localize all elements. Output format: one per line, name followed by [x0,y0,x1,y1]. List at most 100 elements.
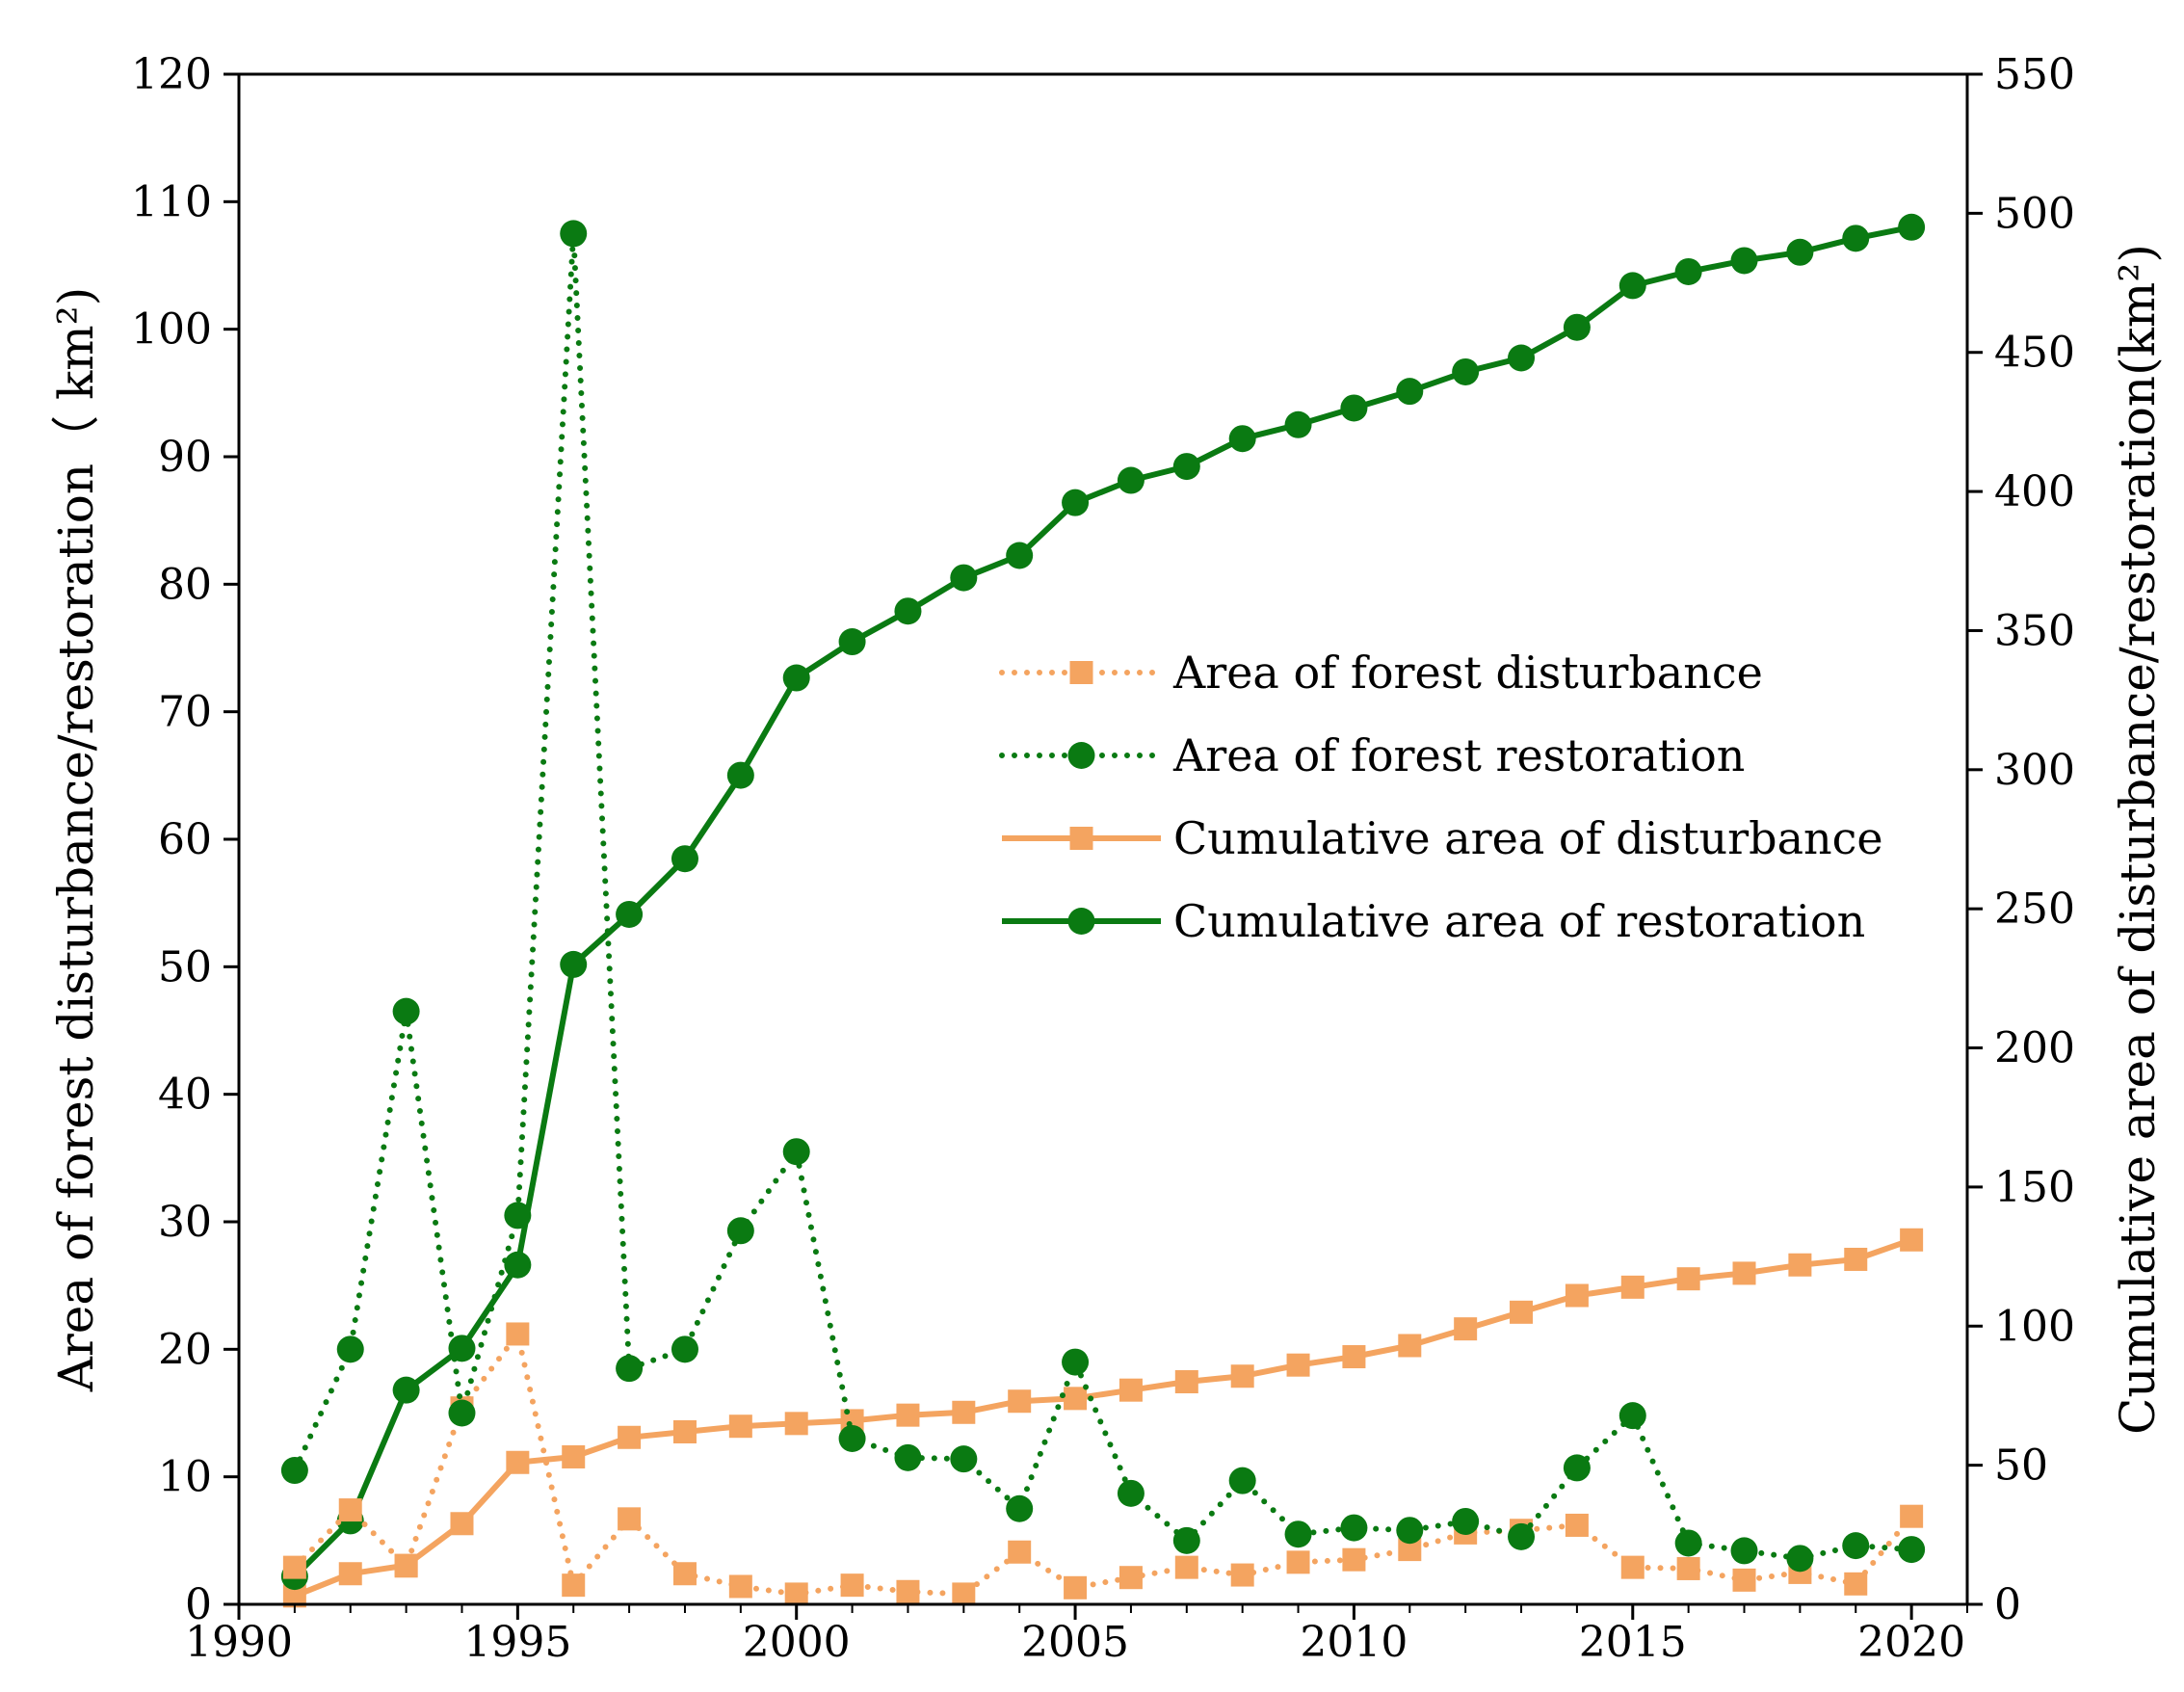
data-point [504,1202,532,1229]
data-point [950,564,978,592]
data-point [896,1403,920,1427]
series-line [291,233,1915,1562]
data-point [450,1512,474,1536]
data-point [1286,1550,1310,1574]
legend-marker [1069,661,1093,684]
data-point [1062,1348,1090,1376]
legend-marker [1067,742,1095,769]
data-point [1228,1467,1256,1494]
data-point [1565,1283,1589,1308]
legend-marker [1067,908,1095,935]
data-point [784,1582,808,1606]
y-right-tick-label: 200 [1994,1024,2075,1073]
data-point [1230,1563,1254,1587]
data-point [1117,1479,1145,1507]
data-point [392,1376,420,1404]
legend-item: Cumulative area of restoration [1002,895,1865,947]
data-point [1510,1300,1534,1324]
data-point [1900,1228,1924,1252]
data-point [1676,1556,1700,1580]
data-point [506,1450,530,1474]
data-point [1732,1261,1756,1285]
data-point [1508,1522,1536,1550]
data-point [1900,1504,1924,1528]
data-point [506,1322,530,1346]
data-point [338,1498,362,1522]
data-point [1898,1536,1926,1564]
data-point [782,1138,810,1166]
legend-item: Area of forest disturbance [999,647,1763,699]
y-right-tick-label: 350 [1994,606,2075,655]
data-point [1844,1572,1868,1596]
data-point [1732,1568,1756,1592]
data-point [1730,1537,1758,1565]
data-point [1006,1494,1034,1522]
data-point [952,1400,976,1424]
data-point [618,1425,642,1449]
data-point [1340,394,1368,422]
data-point [1008,1540,1032,1564]
x-tick-label: 2015 [1579,1618,1687,1667]
y-right-tick-label: 0 [1994,1580,2021,1629]
data-point [1342,1345,1366,1369]
data-point [336,1335,364,1363]
data-point [1620,1555,1645,1579]
data-point [616,1355,644,1383]
y-right-tick-label: 150 [1994,1163,2075,1212]
data-point [1174,1555,1198,1579]
data-point [782,664,810,692]
data-point [728,1414,752,1439]
data-point [1396,378,1424,406]
legend-label: Area of forest restoration [1172,729,1745,781]
y-left-tick-label: 0 [185,1580,212,1629]
y-left-tick-label: 90 [158,433,212,482]
data-point [1342,1547,1366,1572]
y-left-tick-label: 70 [158,688,212,737]
data-point [950,1445,978,1473]
data-point [838,628,866,656]
data-point [560,220,588,248]
y-left-tick-label: 10 [158,1453,212,1502]
data-point [726,1217,754,1245]
data-point [1730,247,1758,275]
x-tick-label: 2020 [1857,1618,1965,1667]
y-left-tick-label: 120 [131,50,212,99]
data-point [1284,410,1312,438]
legend-marker [1069,827,1093,850]
y-right-tick-label: 400 [1994,467,2075,516]
data-point [1118,1378,1143,1402]
data-point [1452,1507,1480,1535]
data-point [1340,1514,1368,1542]
legend-label: Cumulative area of restoration [1173,895,1865,947]
y-axis-right-title: Cumulative area of disturbance/restorati… [2110,244,2166,1435]
data-point [1172,453,1200,481]
data-point [338,1562,362,1586]
data-point [1563,313,1591,341]
data-point [504,1251,532,1279]
data-point [671,1335,698,1363]
data-point [894,597,922,625]
data-point [1788,1253,1812,1277]
data-point [1230,1364,1254,1388]
series-layer [280,213,1926,1608]
data-point [1844,1247,1868,1271]
data-point [1006,542,1034,569]
series-1 [282,1322,1924,1606]
data-point [1620,1275,1645,1299]
data-point [1228,425,1256,453]
data-point [1452,357,1480,385]
x-tick-label: 2005 [1021,1618,1129,1667]
series-4 [280,213,1926,1591]
x-tick-label: 1995 [463,1618,571,1667]
data-point [1508,344,1536,372]
y-left-tick-label: 60 [158,815,212,864]
data-point [280,1457,308,1485]
data-point [394,1554,418,1578]
data-point [1286,1353,1310,1377]
data-point [1396,1517,1424,1545]
legend-item: Cumulative area of disturbance [1002,812,1883,864]
data-point [448,1335,476,1362]
y-right-tick-label: 50 [1994,1441,2048,1491]
data-point [282,1555,306,1579]
data-point [1118,1566,1143,1590]
